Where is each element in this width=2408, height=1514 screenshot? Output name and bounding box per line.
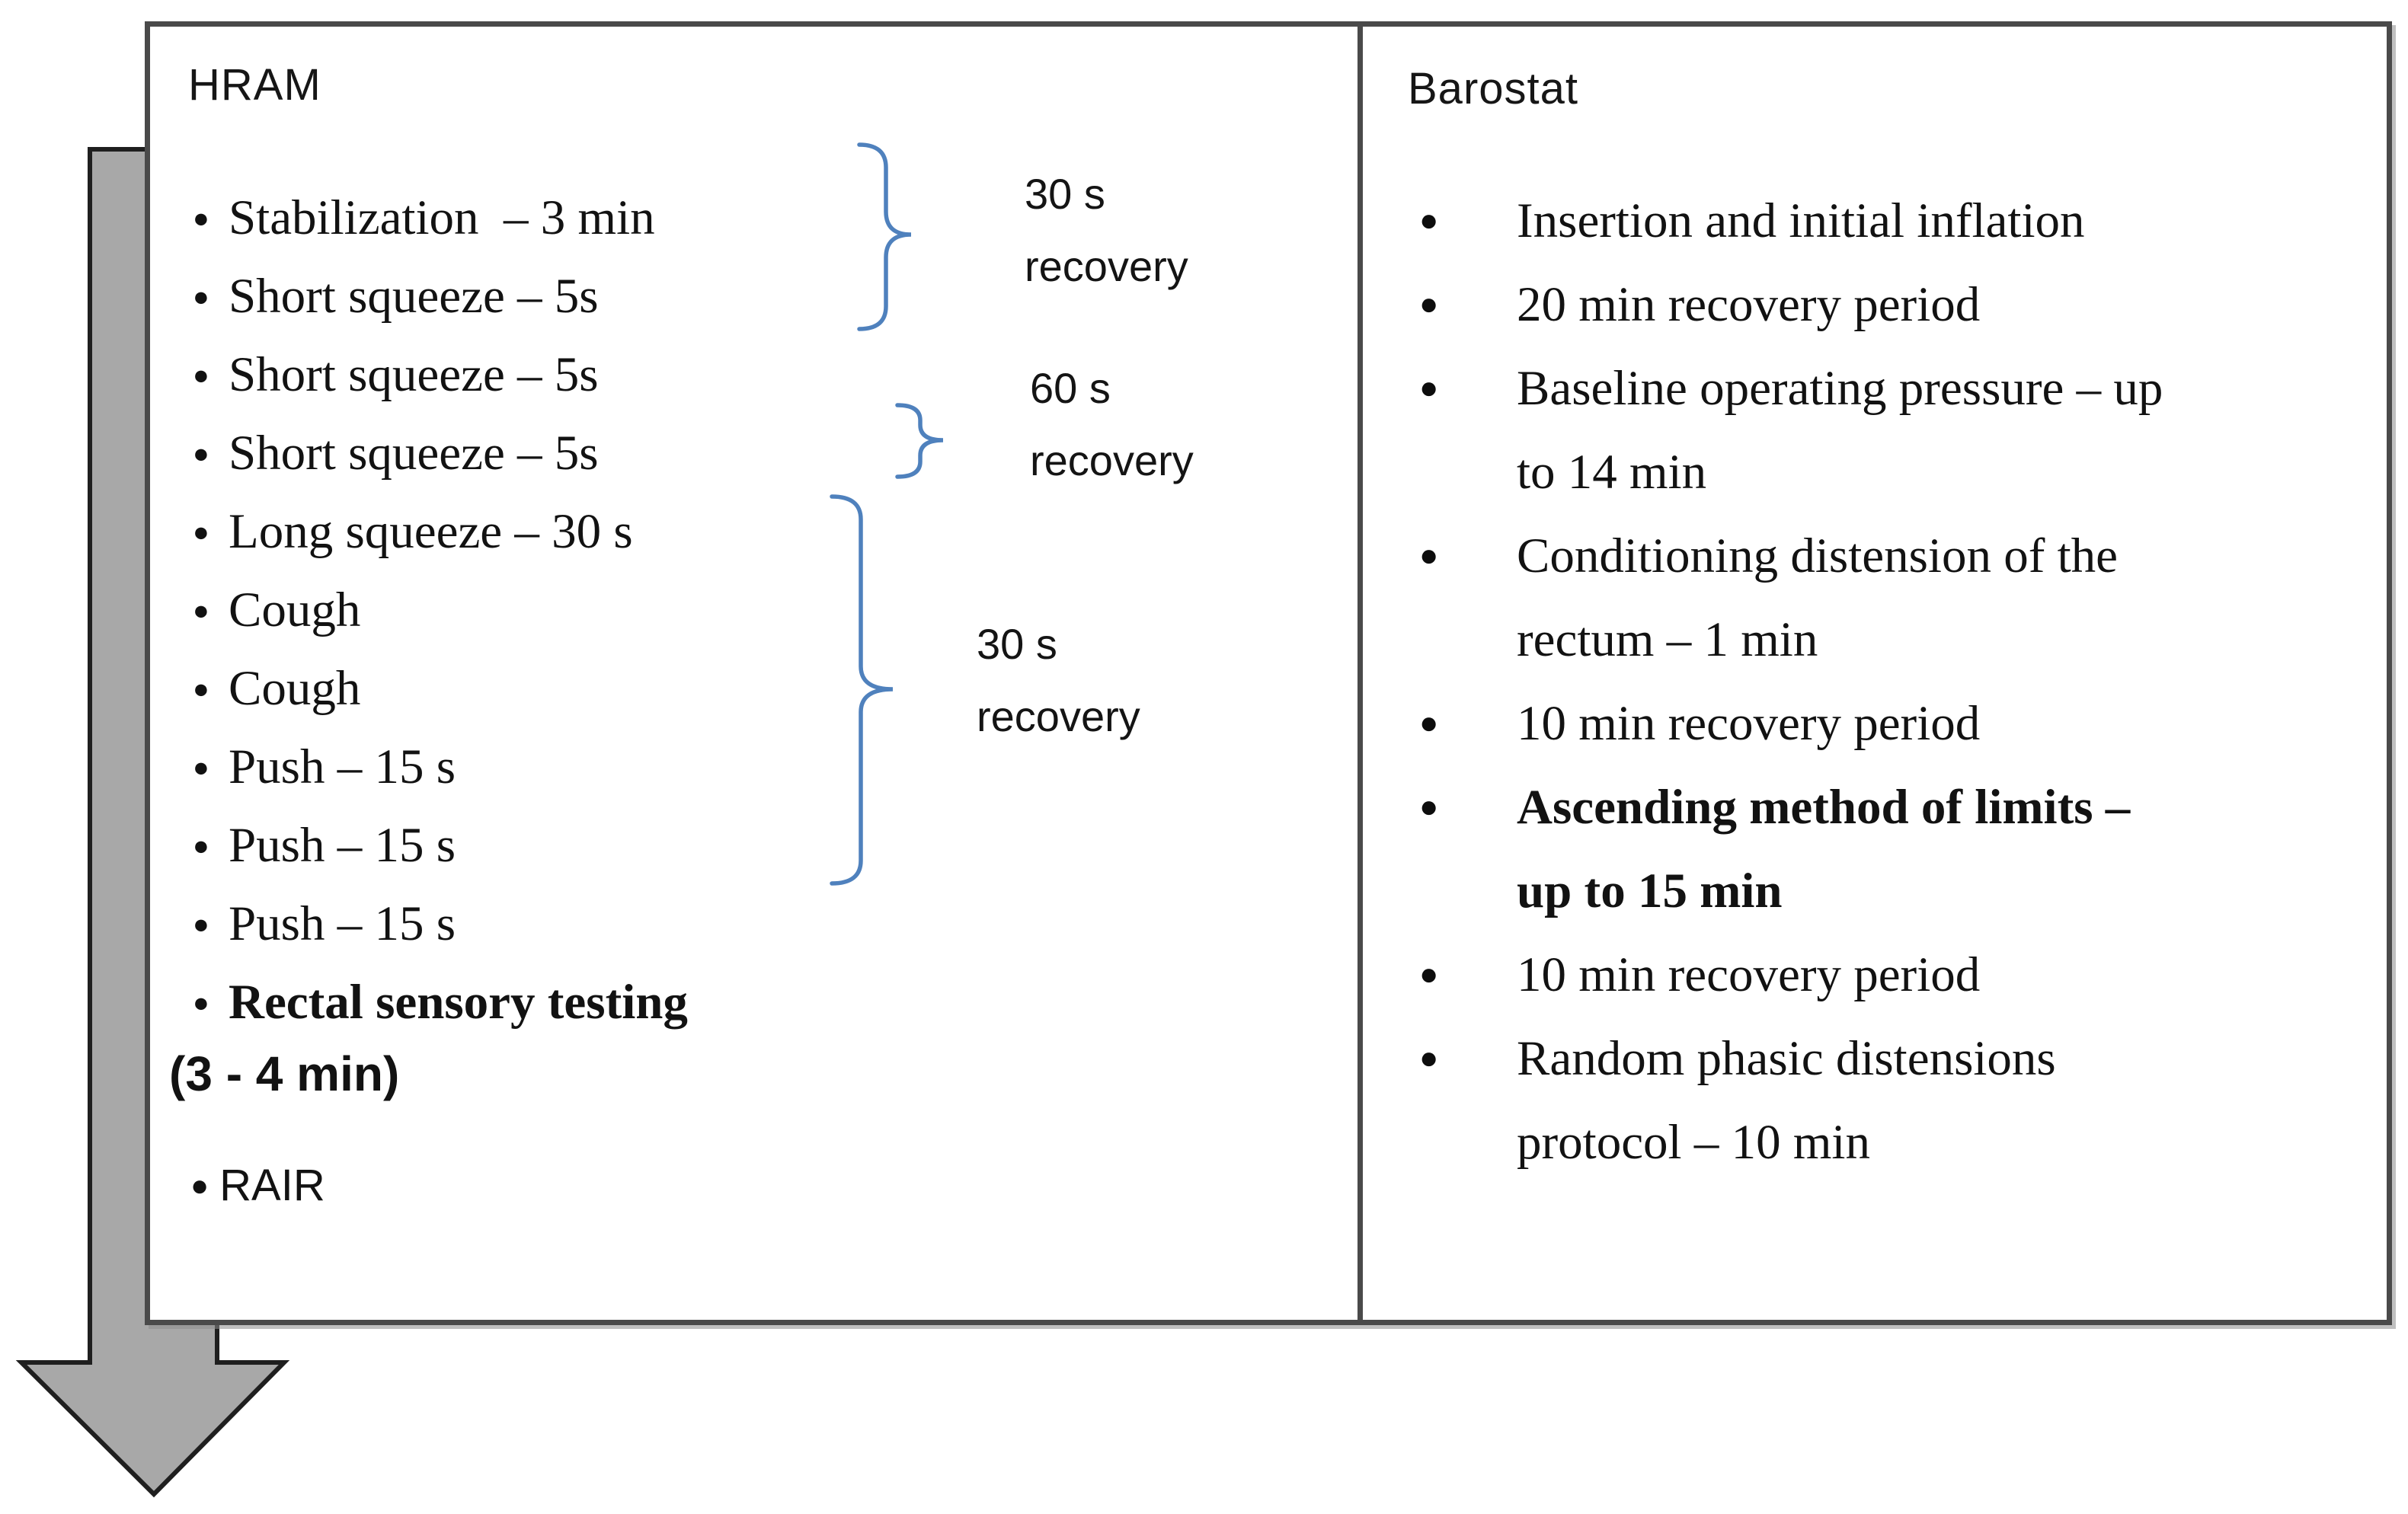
recovery-duration: 30 s [977,620,1057,668]
barostat-panel-title: Barostat [1408,64,1578,113]
list-item-label: Short squeeze – 5s [229,269,599,324]
hram-duration-note: (3 - 4 min) [169,1046,400,1101]
rair-item: RAIR [190,1151,325,1220]
list-item-label: Conditioning distension of the rectum – … [1517,529,2119,667]
recovery-text: recovery [977,692,1140,740]
list-item-label: Push – 15 s [229,896,456,951]
list-item-label: Insertion and initial inflation [1517,193,2085,248]
list-item-label: 20 min recovery period [1517,277,1981,332]
list-item: Insertion and initial inflation [1418,179,2370,263]
list-item-label: Cough [229,583,361,637]
list-item: 10 min recovery period [1418,933,2370,1017]
curly-brace-30s-bottom-icon [830,494,894,886]
list-item: Long squeeze – 30 s [193,493,688,571]
list-item: Push – 15 s [193,728,688,807]
list-item-label: 10 min recovery period [1517,947,1981,1002]
list-item: Push – 15 s [193,885,688,963]
list-item: Short squeeze – 5s [193,336,688,414]
list-item-label: Long squeeze – 30 s [229,504,633,559]
curly-brace-60s-icon [895,403,944,479]
list-item-label: Short squeeze – 5s [229,347,599,402]
list-item-label: Stabilization – 3 min [229,190,655,245]
list-item: Rectal sensory testing [193,963,688,1042]
list-item-label: Baseline operating pressure – up to 14 m… [1517,361,2163,500]
list-item: Cough [193,650,688,728]
list-item: Push – 15 s [193,807,688,885]
hram-panel-title: HRAM [188,60,321,110]
list-item-label: 10 min recovery period [1517,696,1981,751]
list-item: Ascending method of limits – up to 15 mi… [1418,765,2370,933]
list-item: Cough [193,571,688,650]
list-item-label: Random phasic distensions protocol – 10 … [1517,1031,2056,1170]
hram-list: Stabilization – 3 min Short squeeze – 5s… [193,179,688,1042]
list-item: Random phasic distensions protocol – 10 … [1418,1017,2370,1184]
list-item: Baseline operating pressure – up to 14 m… [1418,347,2370,514]
curly-brace-30s-top-icon [857,142,912,331]
recovery-label: 30 s recovery [1025,158,1188,302]
recovery-label: 30 s recovery [977,608,1140,752]
recovery-text: recovery [1030,436,1194,484]
list-item: Short squeeze – 5s [193,257,688,336]
recovery-text: recovery [1025,242,1188,290]
list-item: 10 min recovery period [1418,682,2370,765]
recovery-label: 60 s recovery [1030,352,1194,497]
list-item-label: Ascending method of limits – up to 15 mi… [1517,780,2131,918]
list-item-label: Cough [229,661,361,716]
list-item: Short squeeze – 5s [193,414,688,493]
list-item: Conditioning distension of the rectum – … [1418,514,2370,682]
list-item-label: Push – 15 s [229,818,456,873]
list-item-label: Push – 15 s [229,739,456,794]
recovery-duration: 30 s [1025,170,1105,218]
list-item-label: Short squeeze – 5s [229,426,599,481]
list-item-label: Rectal sensory testing [229,975,688,1030]
barostat-list: Insertion and initial inflation 20 min r… [1418,179,2370,1184]
panel-divider [1357,21,1363,1325]
recovery-duration: 60 s [1030,364,1111,412]
list-item: Stabilization – 3 min [193,179,688,257]
list-item: 20 min recovery period [1418,263,2370,347]
